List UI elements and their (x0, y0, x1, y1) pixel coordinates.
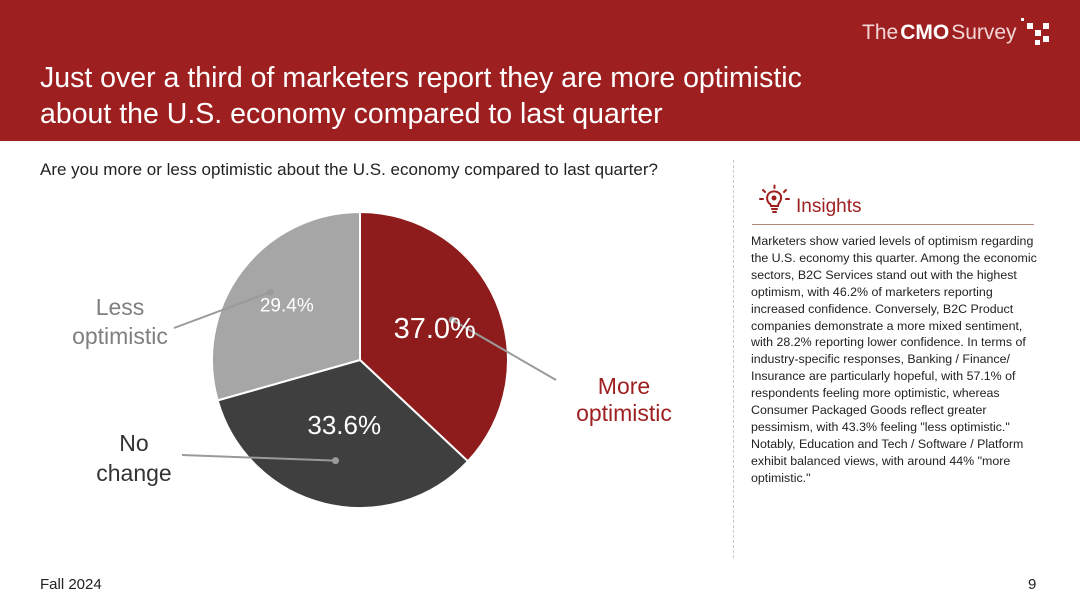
logo-suffix: Survey (951, 21, 1017, 44)
page-number: 9 (1028, 576, 1037, 593)
slice-category-label-no-change: change (96, 460, 171, 486)
slice-value-more-optimistic: 37.0% (394, 313, 476, 345)
slice-category-label-more-optimistic: optimistic (576, 400, 672, 426)
header-banner: The CMO Survey Just over a third of mark… (0, 0, 1080, 141)
insights-title: Insights (796, 196, 862, 217)
cmo-survey-logo: The CMO Survey (862, 18, 1053, 48)
slice-category-label-less-optimistic: optimistic (72, 323, 168, 349)
leader-dot-less-optimistic (266, 288, 274, 296)
pie-slice-no-change (216, 358, 470, 509)
insights-header: Insights (752, 182, 1034, 225)
slide-title: Just over a third of marketers report th… (40, 62, 802, 130)
pie-slices (211, 210, 509, 509)
slice-value-no-change: 33.6% (307, 410, 381, 440)
leader-dot-more-optimistic (448, 316, 456, 324)
leader-line-more-optimistic (451, 319, 557, 381)
vertical-divider (733, 160, 734, 558)
pie-labels: 37.0%Moreoptimistic33.6%Nochange29.4%Les… (72, 294, 672, 486)
logo-strong: CMO (900, 21, 950, 44)
slice-category-label-less-optimistic: Less (96, 294, 145, 320)
survey-question: Are you more or less optimistic about th… (40, 160, 658, 179)
leader-line-no-change (181, 454, 336, 462)
leader-dot-no-change (331, 457, 339, 465)
lightbulb-idea-icon (759, 184, 790, 213)
insights-text: Marketers show varied levels of optimism… (751, 234, 1037, 485)
logo-dots-icon (1020, 18, 1053, 48)
slice-category-label-no-change: No (119, 430, 148, 456)
slice-category-label-more-optimistic: More (598, 373, 650, 399)
footer-season: Fall 2024 (40, 576, 102, 593)
pie-leader-lines (173, 288, 557, 465)
slice-value-less-optimistic: 29.4% (260, 295, 314, 316)
pie-slice-less-optimistic (211, 210, 361, 402)
pie-chart: 37.0%Moreoptimistic33.6%Nochange29.4%Les… (72, 210, 672, 509)
logo-prefix: The (862, 21, 899, 44)
pie-slice-more-optimistic (359, 210, 509, 463)
leader-line-less-optimistic (173, 291, 271, 329)
